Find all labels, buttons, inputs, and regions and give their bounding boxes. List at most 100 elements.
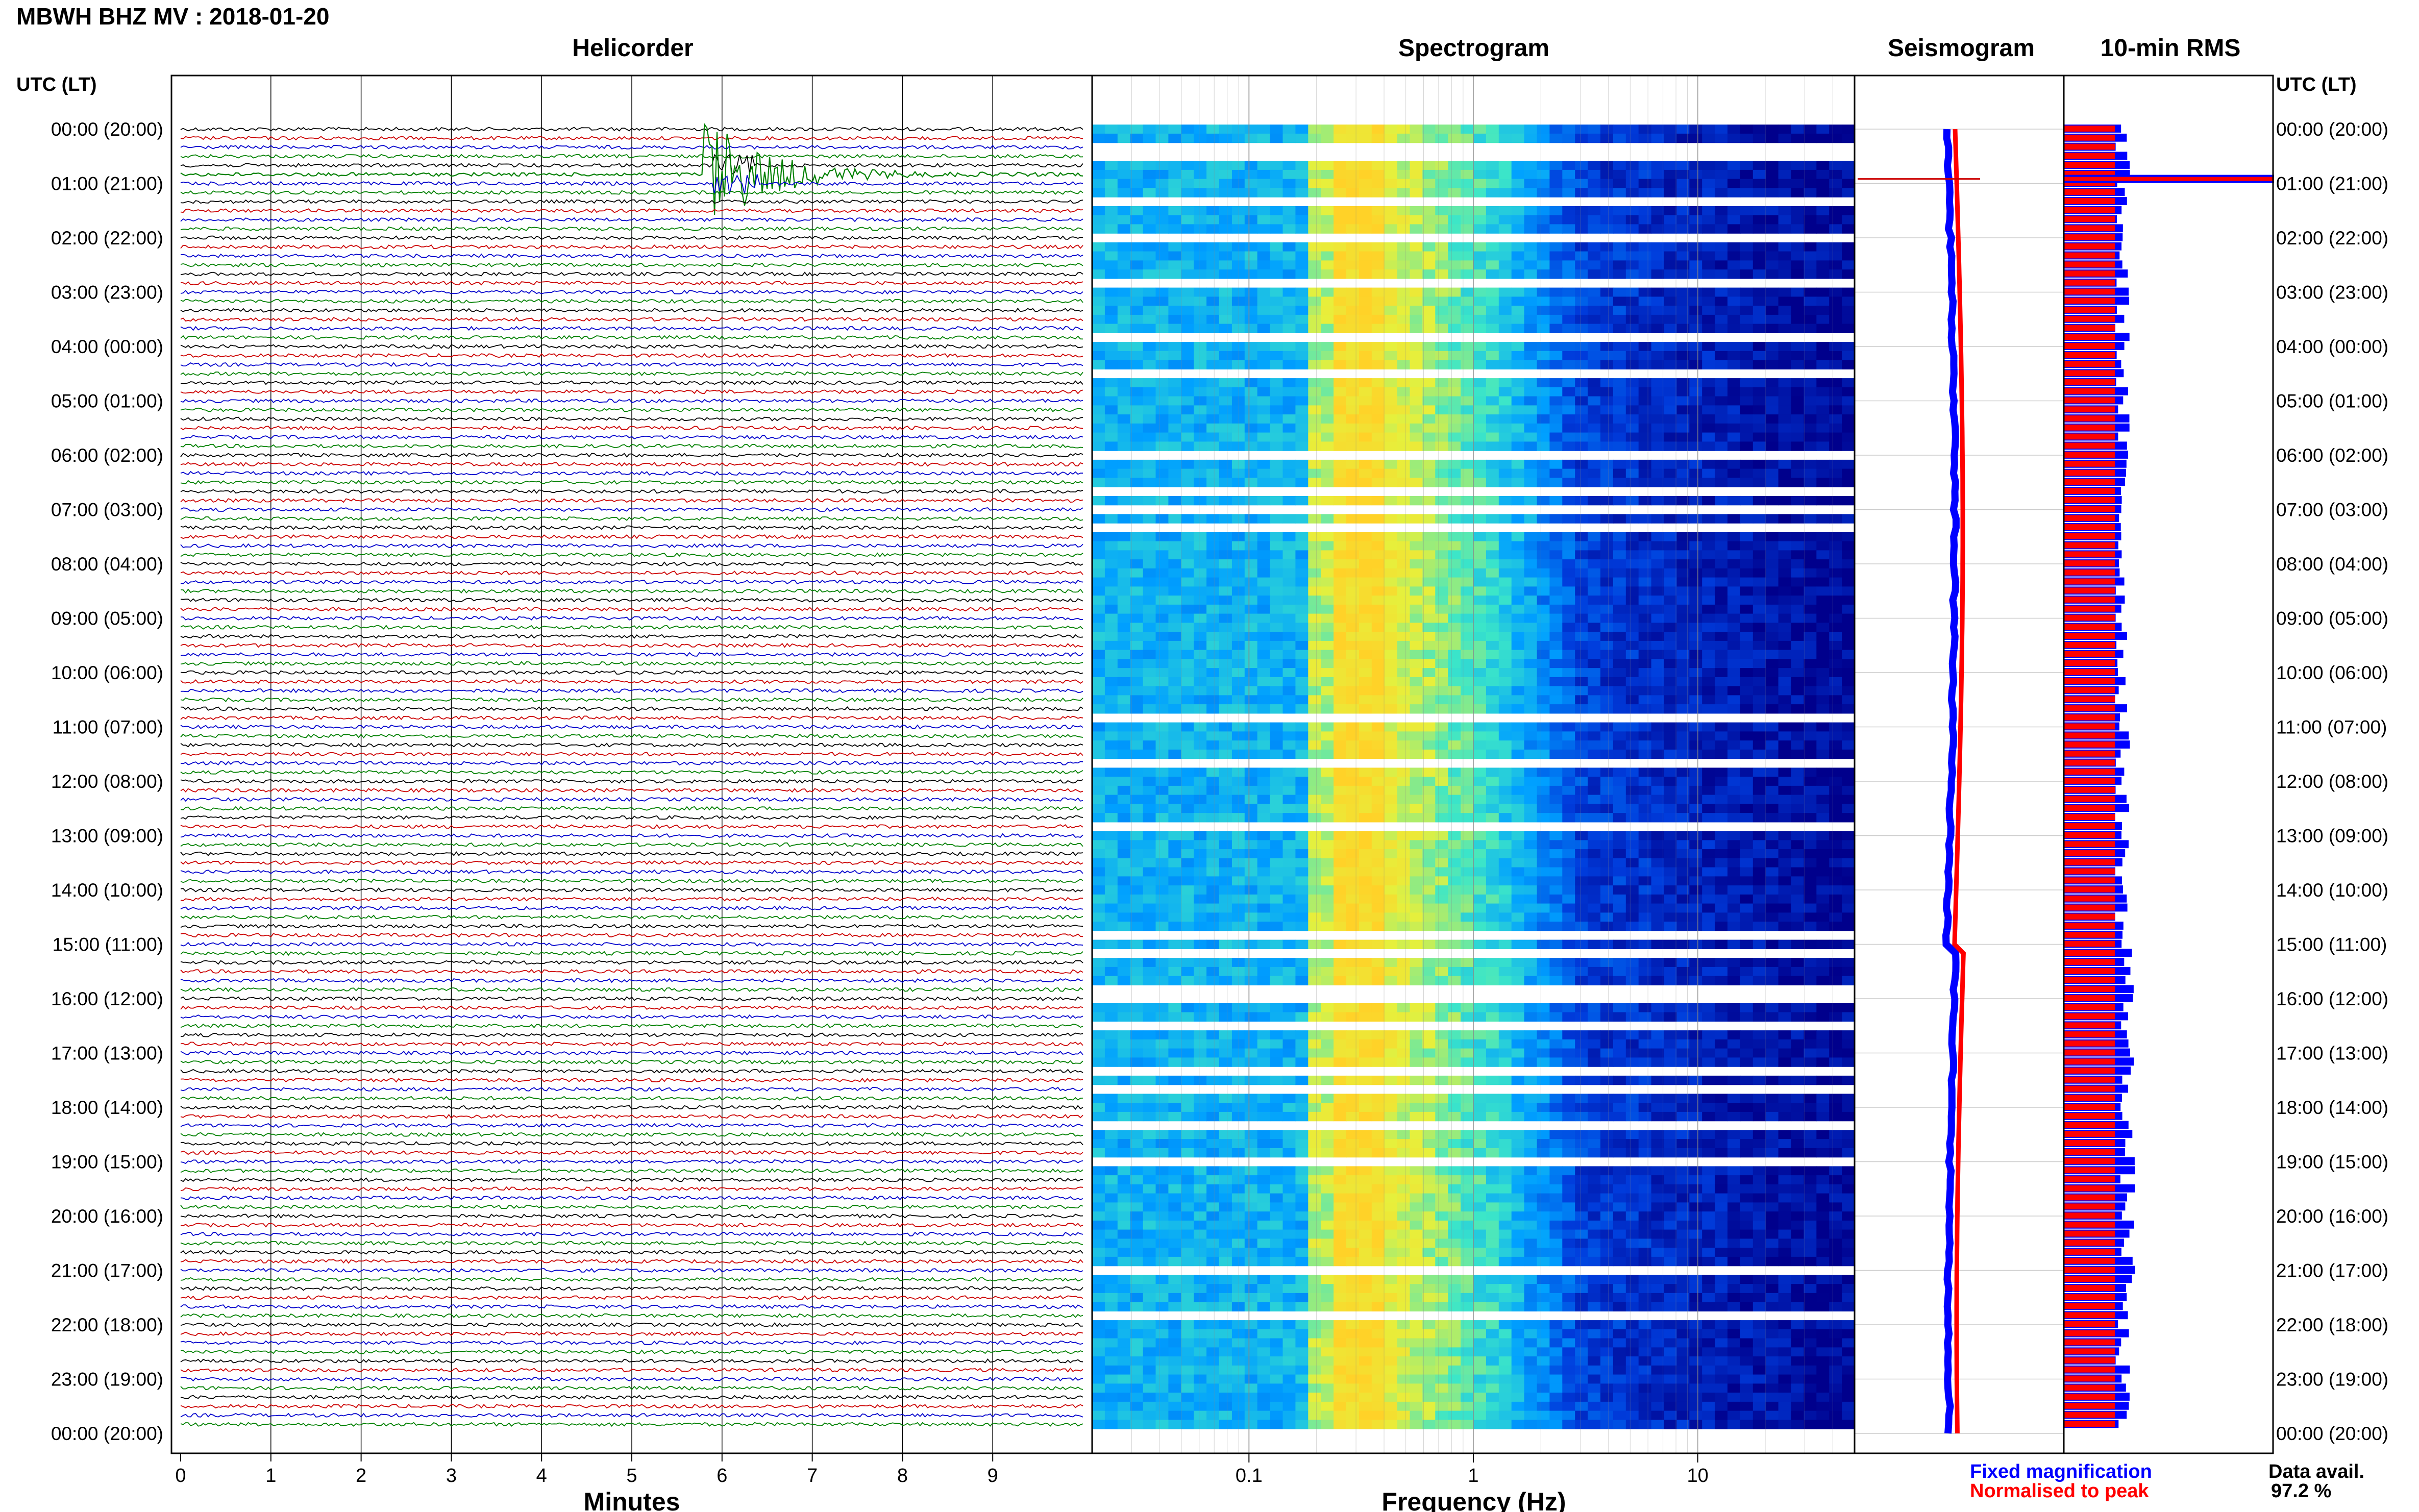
spectrogram-cell <box>1638 351 1652 361</box>
spectrogram-cell <box>1194 514 1207 524</box>
spectrogram-cell <box>1575 441 1588 451</box>
spectrogram-cell <box>1549 532 1563 542</box>
spectrogram-cell <box>1181 387 1194 397</box>
spectrogram-cell <box>1181 314 1194 325</box>
spectrogram-cell <box>1181 785 1194 796</box>
spectrogram-cell <box>1295 831 1309 840</box>
spectrogram-cell <box>1549 894 1563 904</box>
spectrogram-cell <box>1295 559 1309 569</box>
spectrogram-cell <box>1231 396 1245 406</box>
spectrogram-cell <box>1435 550 1448 560</box>
spectrogram-cell <box>1346 306 1360 315</box>
spectrogram-cell <box>1588 423 1601 433</box>
spectrogram-cell <box>1359 559 1372 569</box>
spectrogram-cell <box>1727 541 1741 551</box>
spectrogram-cell <box>1842 958 1855 968</box>
helicorder-trace <box>180 897 1083 902</box>
spectrogram-cell <box>1791 849 1804 859</box>
spectrogram-cell <box>1194 396 1207 406</box>
spectrogram-cell <box>1715 242 1728 252</box>
spectrogram-cell <box>1727 351 1741 361</box>
spectrogram-cell <box>1600 169 1614 180</box>
spectrogram-cell <box>1511 749 1525 759</box>
helicorder-trace <box>180 525 1083 530</box>
spectrogram-cell <box>1346 686 1360 696</box>
spectrogram-cell <box>1181 650 1194 659</box>
spectrogram-cell <box>1562 314 1575 325</box>
spectrogram-cell <box>1664 958 1677 968</box>
spectrogram-cell <box>1168 623 1181 632</box>
spectrogram-cell <box>1461 396 1474 406</box>
spectrogram-cell <box>1715 387 1728 397</box>
spectrogram-cell <box>1130 623 1144 632</box>
spectrogram-cell <box>1282 324 1296 333</box>
helicorder-trace <box>180 226 1083 232</box>
spectrogram-cell <box>1613 577 1626 587</box>
spectrogram-cell <box>1168 260 1181 270</box>
helicorder-trace <box>180 615 1083 621</box>
spectrogram-cell <box>1778 577 1792 587</box>
spectrogram-cell <box>1778 414 1792 424</box>
spectrogram-cell <box>1625 532 1639 542</box>
spectrogram-cell <box>1842 432 1855 442</box>
spectrogram-cell <box>1181 568 1194 578</box>
spectrogram-cell <box>1549 695 1563 705</box>
spectrogram-cell <box>1613 804 1626 813</box>
spectrogram-cell <box>1588 360 1601 369</box>
spectrogram-cell <box>1676 432 1690 442</box>
spectrogram-cell <box>1143 640 1156 651</box>
spectrogram-cell <box>1778 441 1792 451</box>
spectrogram-cell <box>1104 577 1118 587</box>
spectrogram-cell <box>1791 314 1804 325</box>
spectrogram-cell <box>1168 478 1181 487</box>
spectrogram-cell <box>1206 242 1220 252</box>
helicorder-trace <box>180 407 1083 413</box>
spectrogram-cell <box>1321 251 1334 261</box>
spectrogram-cell <box>1282 559 1296 569</box>
time-label-right: 06:00 (02:00) <box>2276 445 2388 466</box>
spectrogram-cell <box>1435 849 1448 859</box>
spectrogram-cell <box>1765 695 1779 705</box>
spectrogram-cell <box>1231 287 1245 297</box>
spectrogram-cell <box>1194 378 1207 388</box>
spectrogram-cell <box>1778 224 1792 234</box>
spectrogram-cell <box>1638 912 1652 922</box>
spectrogram-cell <box>1816 215 1830 225</box>
spectrogram-cell <box>1791 840 1804 850</box>
spectrogram-cell <box>1155 133 1169 143</box>
spectrogram-cell <box>1257 550 1271 560</box>
spectrogram-cell <box>1448 813 1461 823</box>
spectrogram-cell <box>1651 650 1665 659</box>
spectrogram-cell <box>1334 260 1347 270</box>
spectrogram-cell <box>1194 314 1207 325</box>
spectrogram-cell <box>1524 894 1538 904</box>
spectrogram-cell <box>1334 785 1347 796</box>
spectrogram-row <box>1092 459 1855 469</box>
spectrogram-cell <box>1397 215 1411 225</box>
spectrogram-cell <box>1562 677 1575 687</box>
spectrogram-cell <box>1588 785 1601 796</box>
spectrogram-cell <box>1740 478 1754 487</box>
spectrogram-cell <box>1231 632 1245 641</box>
spectrogram-cell <box>1829 795 1842 804</box>
spectrogram-cell <box>1168 749 1181 759</box>
spectrogram-cell <box>1537 722 1550 732</box>
spectrogram-cell <box>1435 387 1448 397</box>
spectrogram-cell <box>1257 677 1271 687</box>
spectrogram-cell <box>1334 423 1347 433</box>
spectrogram-cell <box>1498 161 1512 170</box>
spectrogram-cell <box>1778 495 1792 506</box>
spectrogram-cell <box>1765 215 1779 225</box>
spectrogram-cell <box>1651 559 1665 569</box>
spectrogram-cell <box>1117 795 1131 804</box>
spectrogram-cell <box>1816 640 1830 651</box>
spectrogram-cell <box>1651 966 1665 977</box>
spectrogram-cell <box>1727 260 1741 270</box>
spectrogram-cell <box>1321 559 1334 569</box>
spectrogram-cell <box>1765 596 1779 605</box>
helicorder-trace <box>180 869 1083 875</box>
spectrogram-cell <box>1422 378 1436 388</box>
spectrogram-cell <box>1295 704 1309 714</box>
spectrogram-cell <box>1562 785 1575 796</box>
spectrogram-cell <box>1346 858 1360 868</box>
